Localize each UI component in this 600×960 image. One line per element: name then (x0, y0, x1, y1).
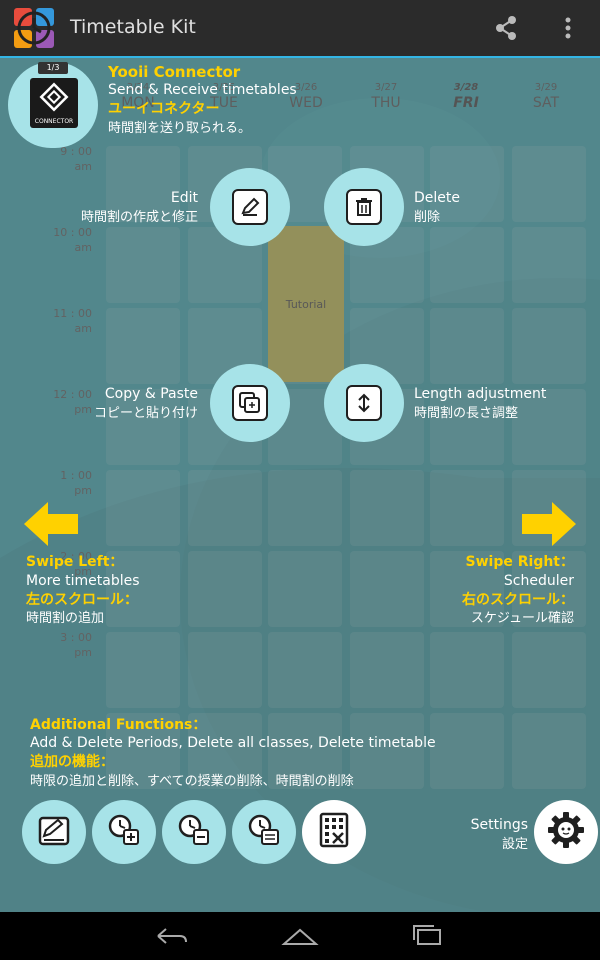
app-title: Timetable Kit (70, 16, 196, 38)
swipe-left-title-ja: 左のスクロール： (26, 592, 138, 608)
length-label: Length adjustment (414, 386, 547, 402)
swipe-right-title-ja: 右のスクロール： (462, 592, 574, 608)
arrow-left-icon (24, 502, 78, 550)
grid-delete-icon (319, 812, 349, 852)
clock-clear-icon (246, 812, 282, 852)
delete-button[interactable] (324, 168, 404, 246)
pencil-icon (232, 189, 268, 225)
copy-icon (232, 385, 268, 421)
length-label-ja: 時間割の長さ調整 (414, 406, 519, 421)
additional-desc: Add & Delete Periods, Delete all classes… (30, 735, 436, 751)
swipe-left-desc-ja: 時間割の追加 (26, 611, 105, 626)
swipe-left-title: Swipe Left： (26, 554, 124, 570)
back-icon[interactable] (152, 922, 192, 950)
edit-label: Edit (170, 190, 198, 206)
tutorial-overlay[interactable]: 1/3 CONNECTOR Yooii Connector Send & Rec… (0, 58, 600, 912)
share-icon[interactable] (490, 12, 522, 44)
edit-sheet-icon (36, 812, 72, 852)
system-nav-bar (0, 912, 600, 960)
settings-label-ja: 設定 (501, 837, 528, 852)
copy-paste-label: Copy & Paste (104, 386, 198, 402)
length-adjust-button[interactable] (324, 364, 404, 442)
settings-button[interactable] (534, 800, 598, 864)
settings-label: Settings (470, 817, 528, 833)
connector-title: Yooii Connector (108, 63, 241, 81)
connector-logo-label: CONNECTOR (34, 118, 74, 125)
swipe-left-desc: More timetables (26, 573, 140, 589)
delete-all-classes-button[interactable] (232, 800, 296, 864)
edit-mode-button[interactable] (22, 800, 86, 864)
additional-title: Additional Functions： (30, 717, 207, 733)
additional-title-ja: 追加の機能： (30, 754, 114, 770)
overflow-menu-icon[interactable] (552, 12, 584, 44)
vertical-arrows-icon (346, 385, 382, 421)
clock-minus-icon (176, 812, 212, 852)
delete-timetable-button[interactable] (302, 800, 366, 864)
edit-button[interactable] (210, 168, 290, 246)
home-icon[interactable] (280, 922, 320, 950)
connector-button[interactable]: 1/3 CONNECTOR (8, 62, 98, 148)
delete-label-ja: 削除 (414, 210, 441, 225)
gear-icon (546, 810, 586, 854)
connector-title-ja: ユーイコネクター (108, 101, 220, 117)
action-bar: Timetable Kit (0, 0, 600, 58)
recent-apps-icon[interactable] (408, 922, 448, 950)
add-period-button[interactable] (92, 800, 156, 864)
swipe-right-title: Swipe Right： (465, 554, 574, 570)
timetable-content: 3/24MON 3/25TUE 3/26WED 3/27THU 3/28FRI … (0, 58, 600, 912)
additional-desc-ja: 時限の追加と削除、すべての授業の削除、時間割の削除 (30, 774, 354, 789)
connector-desc: Send & Receive timetables (108, 82, 297, 98)
trash-icon (346, 189, 382, 225)
swipe-right-desc: Scheduler (503, 573, 574, 589)
connector-desc-ja: 時間割を送り取られる。 (108, 121, 252, 136)
copy-paste-button[interactable] (210, 364, 290, 442)
clock-app-icon[interactable] (10, 4, 58, 52)
connector-logo-icon: CONNECTOR (30, 78, 78, 128)
copy-paste-label-ja: コピーと貼り付け (93, 406, 198, 421)
clock-plus-icon (106, 812, 142, 852)
swipe-right-desc-ja: スケジュール確認 (470, 611, 574, 626)
delete-period-button[interactable] (162, 800, 226, 864)
arrow-right-icon (522, 502, 576, 550)
edit-label-ja: 時間割の作成と修正 (80, 210, 198, 225)
page-indicator: 1/3 (38, 62, 68, 74)
delete-label: Delete (414, 190, 460, 206)
